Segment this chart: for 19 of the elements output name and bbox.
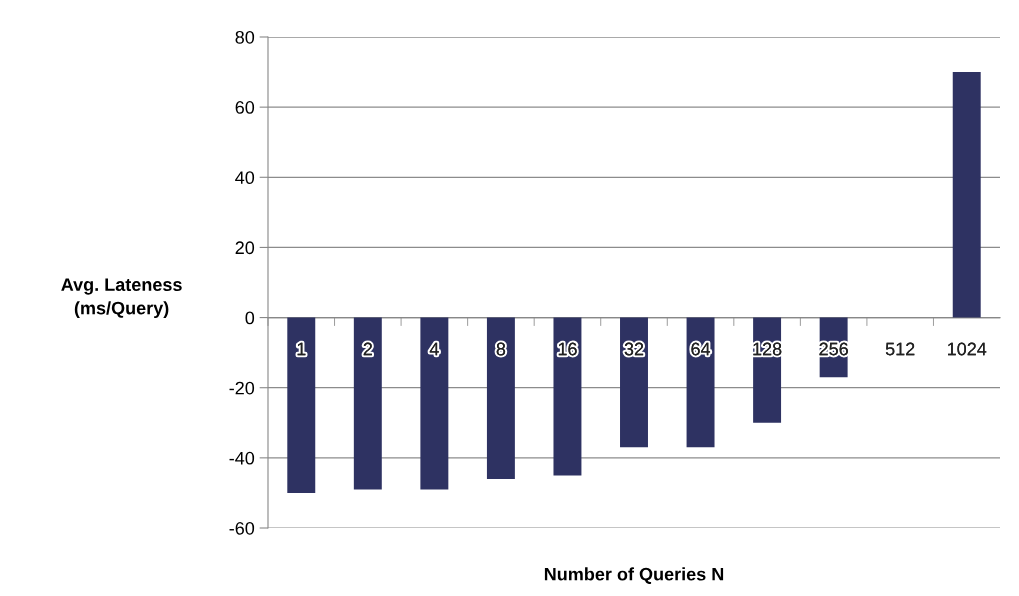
y-tick-label: -60 [229,521,255,535]
x-tick-label: 8 [496,342,506,356]
x-tick-label: 512 [885,342,915,356]
x-tick-label: 16 [558,342,577,356]
y-tick-label: -20 [229,381,255,395]
y-axis-title: Avg. Lateness (ms/Query) [61,278,182,319]
y-tick-label: 80 [235,30,255,44]
x-tick-label: 1 [297,342,306,356]
y-tick-label: -40 [229,451,255,465]
x-tick-label: 1024 [948,342,987,356]
x-tick-label: 64 [691,342,711,356]
y-tick-label: 60 [235,101,255,114]
y-tick-label: 20 [235,241,255,255]
x-tick-label: 4 [429,342,439,356]
x-axis-title: Number of Queries N [544,567,724,584]
x-tick-label: 32 [624,342,644,356]
y-tick-label: 40 [235,171,255,185]
x-tick-label: 2 [363,342,372,356]
y-tick-label: 0 [245,311,255,325]
